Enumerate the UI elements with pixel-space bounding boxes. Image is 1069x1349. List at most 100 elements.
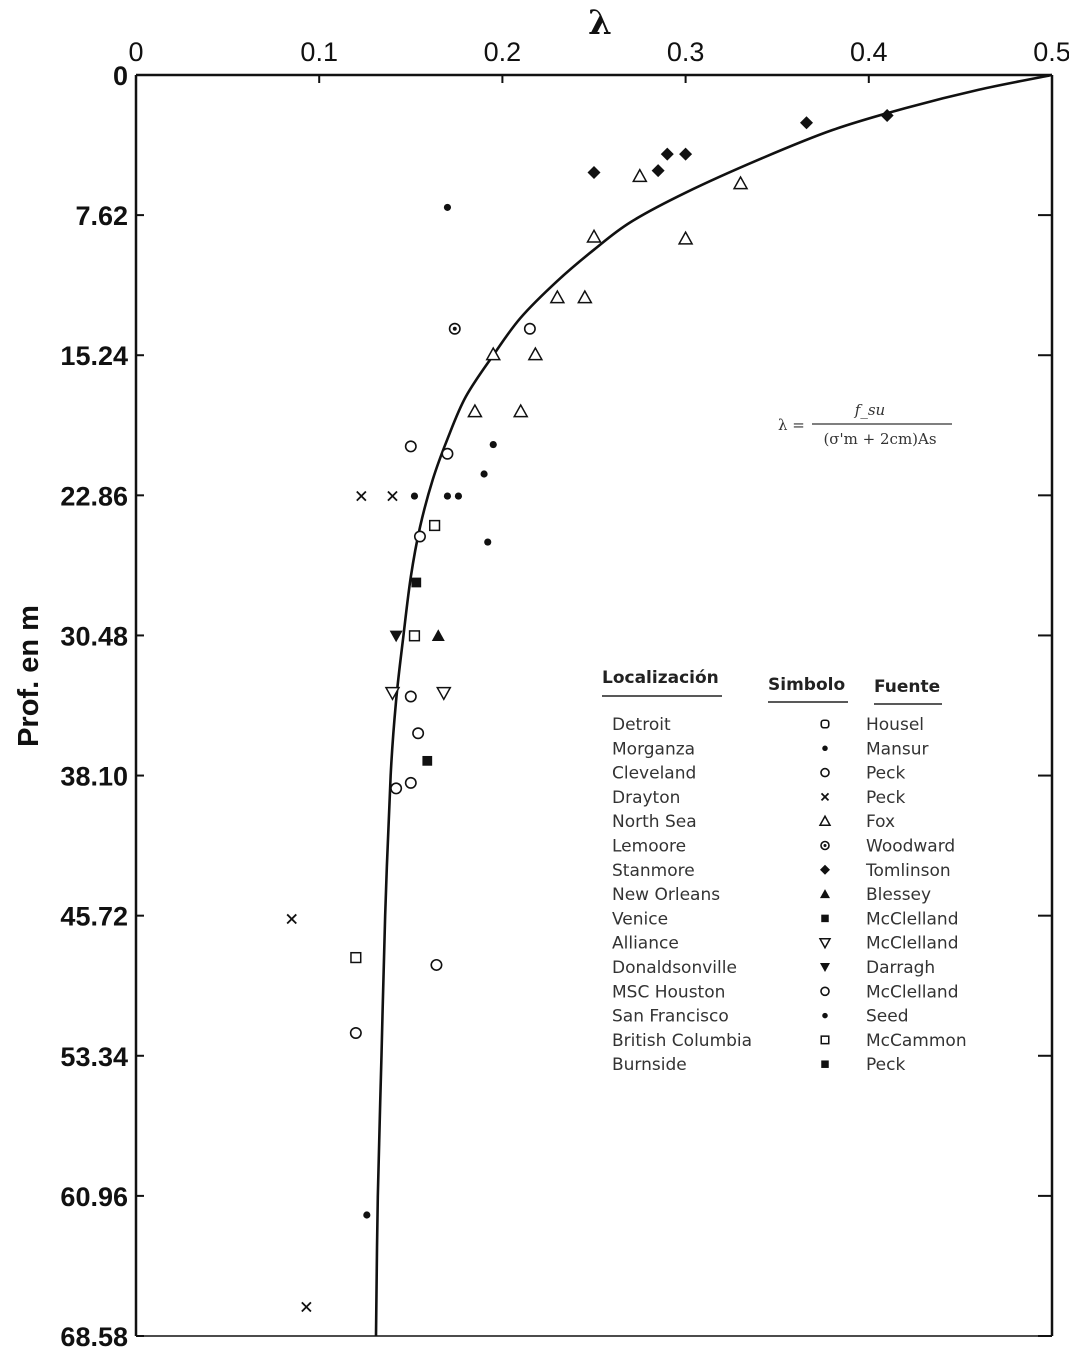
- open-triangle-up-mark: [732, 175, 749, 190]
- open-triangle-up-mark: [485, 346, 502, 361]
- legend-location: New Orleans: [612, 885, 720, 905]
- open-circle-mark: [820, 986, 830, 997]
- data-point: [301, 1301, 312, 1313]
- data-point: [454, 492, 463, 500]
- legend-source: Peck: [866, 1055, 905, 1075]
- open-square-mark: [428, 519, 441, 532]
- legend-source: McClelland: [866, 934, 959, 954]
- open-triangle-up-mark: [677, 230, 694, 245]
- x-mark-b: [387, 490, 398, 502]
- dotted-circle-center: [823, 844, 827, 847]
- legend-source: Tomlinson: [865, 861, 951, 881]
- data-point: [410, 492, 419, 500]
- filled-diamond-mark: [651, 164, 665, 178]
- legend-location: Cleveland: [612, 764, 696, 784]
- data-point: [430, 958, 443, 971]
- y-axis-label: Prof. en m: [13, 605, 45, 747]
- marker-filled-triangle-down: [820, 963, 830, 972]
- legend-location: Donaldsonville: [612, 958, 737, 978]
- legend-header-source: Fuente: [874, 677, 940, 697]
- x-tick-label: 0.1: [300, 37, 338, 67]
- data-point: [660, 147, 674, 161]
- data-points: [286, 108, 894, 1313]
- legend-source: McCammon: [866, 1031, 967, 1051]
- legend-row: San Francisco Seed: [612, 1007, 909, 1027]
- data-point: [512, 403, 529, 418]
- small-dot-mark: [484, 538, 492, 546]
- legend-source: Fox: [866, 812, 895, 832]
- x-mark-b: [820, 792, 830, 802]
- open-triangle-down-mark: [384, 686, 401, 701]
- filled-diamond-mark: [679, 147, 693, 161]
- open-circle-mark: [523, 322, 536, 335]
- open-triangle-up-mark: [577, 289, 593, 304]
- formula-numerator: f_su: [854, 401, 885, 419]
- y-tick-label: 53.34: [60, 1042, 128, 1072]
- x-tick-label: 0.4: [850, 37, 888, 67]
- data-point: [679, 147, 693, 161]
- data-point: [413, 530, 426, 543]
- x-tick-label: 0: [128, 37, 143, 67]
- filled-diamond-mark: [820, 864, 830, 875]
- small-dot-mark: [363, 1211, 371, 1219]
- open-circle-mark: [404, 690, 417, 703]
- filled-diamond-mark: [800, 116, 814, 130]
- open-circle-mark: [430, 958, 443, 971]
- legend-source: Peck: [866, 764, 905, 784]
- x-tick-label: 0.2: [484, 37, 522, 67]
- legend-location: Venice: [612, 909, 668, 929]
- legend-row: Detroit Housel: [612, 715, 924, 735]
- data-point: [404, 776, 417, 789]
- legend-row: Drayton Peck: [612, 788, 905, 808]
- marker-open-triangle-up: [818, 814, 832, 826]
- legend-header-location: Localización: [602, 668, 719, 688]
- data-point: [384, 686, 401, 701]
- data-point: [389, 630, 403, 643]
- legend-row: New Orleans Blessey: [612, 885, 931, 905]
- legend-source: Blessey: [866, 885, 931, 905]
- legend-source: McClelland: [866, 909, 959, 929]
- open-circle-mark: [820, 767, 830, 778]
- legend-location: MSC Houston: [612, 982, 725, 1002]
- legend-source: Darragh: [866, 958, 935, 978]
- data-point: [387, 490, 398, 502]
- legend-rows: Detroit Housel Morganza Mansur Cleveland Peck…: [612, 715, 967, 1075]
- legend-location: Burnside: [612, 1055, 687, 1075]
- data-point: [404, 690, 417, 703]
- open-circle-mark: [404, 776, 417, 789]
- legend-source: Housel: [866, 715, 924, 735]
- open-triangle-up-mark: [818, 814, 832, 826]
- legend-source: Seed: [866, 1007, 909, 1027]
- data-point: [527, 346, 544, 361]
- open-circle-mark: [412, 727, 425, 740]
- data-point: [587, 165, 601, 179]
- data-point: [549, 289, 566, 304]
- open-triangle-up-mark: [586, 228, 602, 243]
- y-tick-label: 15.24: [60, 341, 128, 371]
- marker-filled-square: [821, 1060, 829, 1068]
- filled-square-mark: [821, 914, 829, 923]
- legend-location: San Francisco: [612, 1007, 729, 1027]
- x-mark-b: [356, 490, 367, 502]
- open-square-mark: [408, 630, 421, 642]
- open-triangle-up-mark: [512, 403, 529, 418]
- formula-denominator: (σ'm + 2cm)As: [823, 430, 936, 448]
- data-point: [443, 203, 452, 211]
- small-dot-mark: [454, 492, 463, 500]
- open-circle-mark: [413, 530, 426, 543]
- data-point: [350, 951, 362, 964]
- lambda-curve: [374, 73, 1053, 1337]
- data-point: [485, 346, 502, 361]
- ticks: 0 0.1 0.2 0.3 0.4 0.5 0 7.62 15.24 22.86 30.48 38.1…: [60, 37, 1069, 1349]
- data-point: [390, 782, 403, 795]
- marker-dotted-circle: [820, 840, 830, 851]
- open-triangle-up-mark: [549, 289, 566, 304]
- y-tick-label: 45.72: [60, 902, 128, 932]
- legend-row: Donaldsonville Darragh: [612, 958, 935, 978]
- filled-diamond-mark: [587, 165, 601, 179]
- y-tick-label: 68.58: [60, 1322, 128, 1349]
- legend-row: MSC Houston McClelland: [612, 982, 959, 1002]
- data-point: [880, 108, 894, 122]
- legend-source: Woodward: [866, 837, 955, 857]
- marker-small-dot: [822, 1012, 828, 1019]
